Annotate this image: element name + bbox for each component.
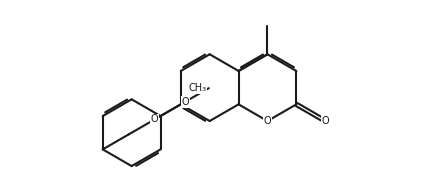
Text: O: O	[321, 116, 329, 126]
Text: O: O	[151, 114, 158, 124]
Text: O: O	[264, 116, 271, 126]
Text: O: O	[181, 97, 189, 107]
Text: CH₃: CH₃	[188, 83, 206, 93]
